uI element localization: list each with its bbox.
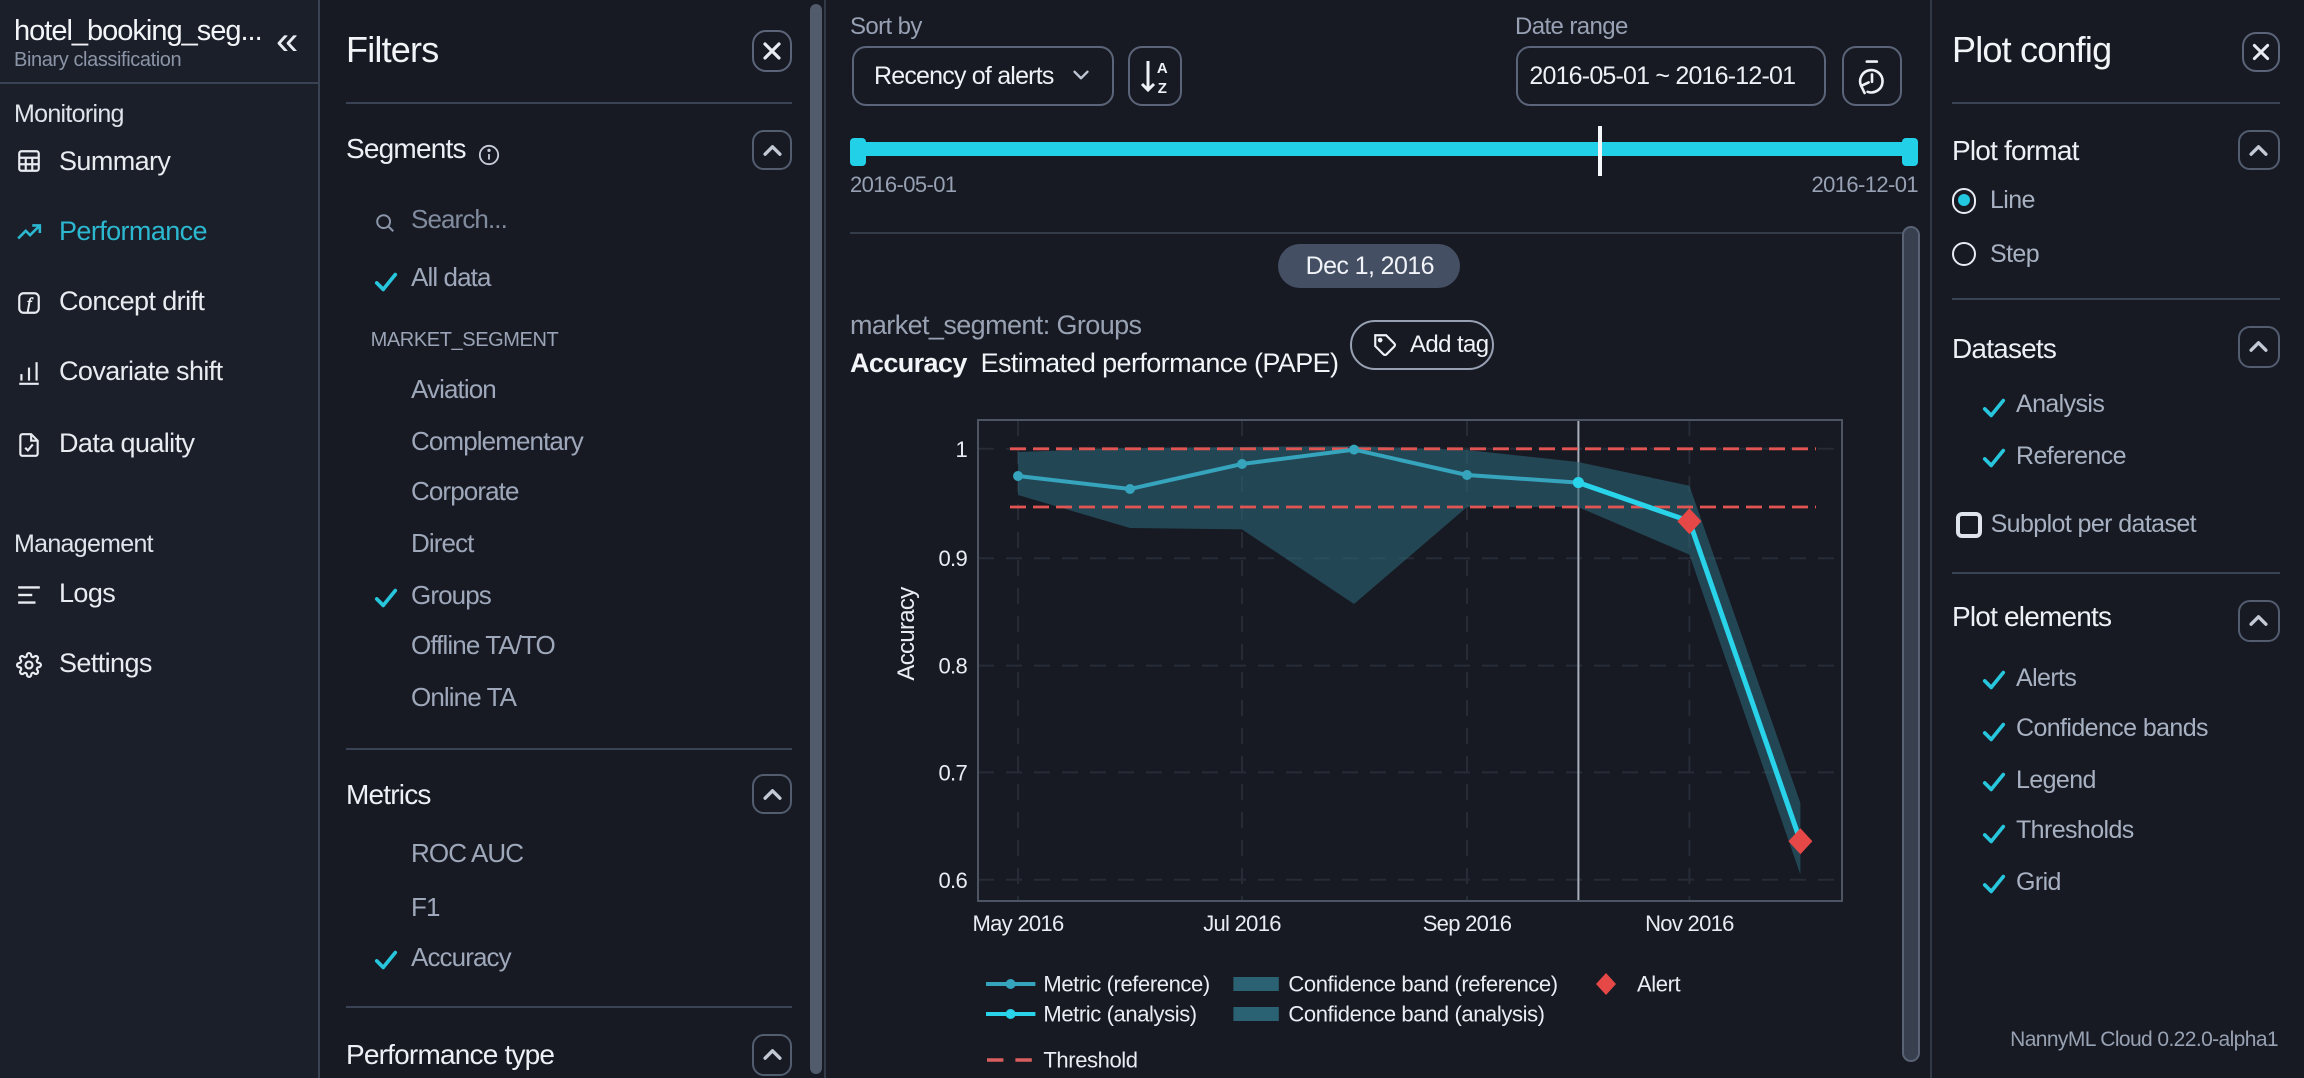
svg-text:Metric (analysis): Metric (analysis) <box>1043 1002 1196 1027</box>
svg-text:0.8: 0.8 <box>939 654 968 679</box>
svg-text:May 2016: May 2016 <box>972 911 1063 936</box>
svg-text:Z: Z <box>1158 80 1167 96</box>
svg-text:Confidence band (analysis): Confidence band (analysis) <box>1288 1002 1544 1027</box>
svg-text:1: 1 <box>955 437 967 462</box>
svg-text:Accuracy: Accuracy <box>893 587 920 681</box>
svg-text:0.9: 0.9 <box>939 546 968 571</box>
svg-text:0.7: 0.7 <box>939 760 968 785</box>
svg-text:Threshold: Threshold <box>1043 1048 1137 1073</box>
svg-text:Jul 2016: Jul 2016 <box>1203 911 1281 936</box>
svg-text:Confidence band (reference): Confidence band (reference) <box>1288 972 1557 997</box>
svg-text:Alert: Alert <box>1637 972 1681 997</box>
svg-text:A: A <box>1157 60 1168 77</box>
svg-text:0.6: 0.6 <box>939 868 968 893</box>
svg-text:Nov 2016: Nov 2016 <box>1645 911 1734 936</box>
svg-text:Sep 2016: Sep 2016 <box>1423 911 1512 936</box>
svg-text:f: f <box>27 293 34 311</box>
svg-text:Metric (reference): Metric (reference) <box>1043 972 1209 997</box>
